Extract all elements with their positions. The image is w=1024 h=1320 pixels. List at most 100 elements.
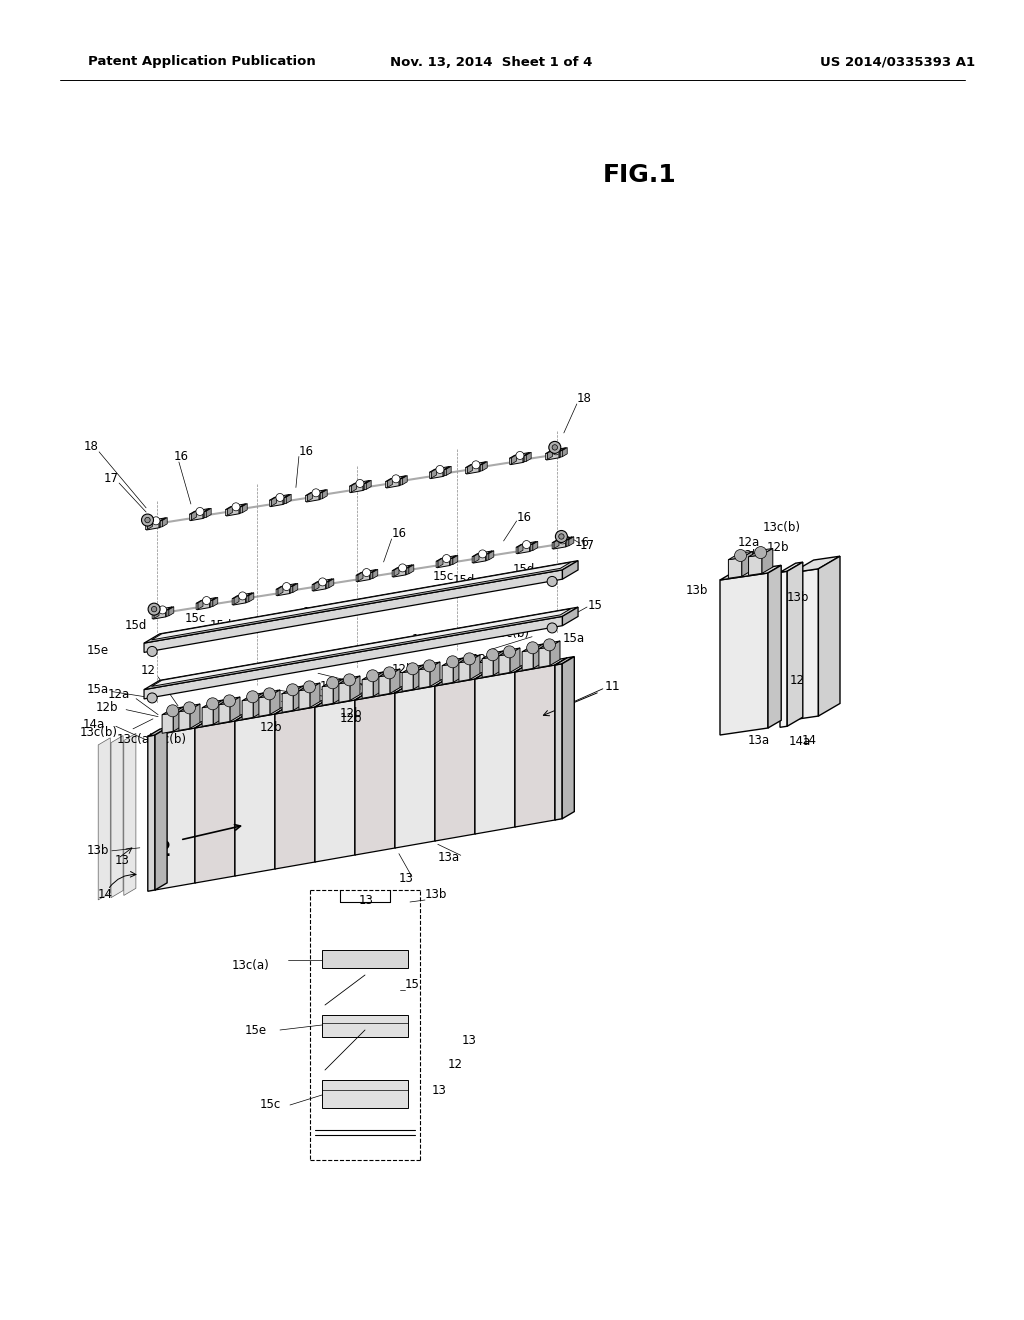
Polygon shape: [196, 601, 203, 603]
Polygon shape: [362, 672, 383, 680]
Text: 13c(b): 13c(b): [762, 521, 800, 535]
Circle shape: [486, 649, 499, 661]
Polygon shape: [552, 543, 554, 549]
Polygon shape: [470, 655, 480, 680]
Circle shape: [312, 488, 319, 496]
Circle shape: [356, 479, 364, 487]
Polygon shape: [357, 569, 376, 576]
Polygon shape: [230, 697, 240, 722]
Polygon shape: [144, 570, 562, 652]
Text: 13: 13: [399, 873, 414, 886]
Polygon shape: [459, 661, 470, 681]
Polygon shape: [211, 601, 213, 607]
Polygon shape: [243, 504, 247, 512]
Polygon shape: [474, 553, 479, 562]
Polygon shape: [554, 540, 559, 548]
Polygon shape: [349, 486, 351, 492]
Polygon shape: [451, 558, 453, 565]
Polygon shape: [275, 700, 327, 714]
Polygon shape: [270, 495, 290, 500]
Text: 13a: 13a: [438, 851, 460, 863]
Text: 13: 13: [462, 1034, 477, 1047]
Text: 13: 13: [358, 894, 374, 907]
Polygon shape: [443, 466, 450, 477]
Circle shape: [424, 660, 435, 672]
Polygon shape: [197, 602, 210, 610]
Polygon shape: [562, 561, 579, 579]
Polygon shape: [190, 512, 203, 520]
Polygon shape: [560, 450, 562, 457]
Polygon shape: [431, 469, 436, 478]
Polygon shape: [153, 612, 154, 619]
Polygon shape: [219, 702, 230, 723]
Polygon shape: [569, 537, 573, 546]
Text: 17: 17: [104, 471, 119, 484]
Polygon shape: [355, 686, 408, 700]
Polygon shape: [362, 677, 374, 698]
Polygon shape: [234, 714, 247, 876]
Polygon shape: [532, 541, 538, 550]
Polygon shape: [190, 508, 210, 515]
Polygon shape: [189, 511, 197, 515]
Polygon shape: [393, 569, 406, 577]
Polygon shape: [270, 498, 284, 507]
Polygon shape: [539, 642, 560, 648]
Polygon shape: [145, 523, 147, 529]
Polygon shape: [395, 686, 408, 847]
Polygon shape: [270, 690, 280, 714]
Polygon shape: [567, 537, 573, 540]
Circle shape: [239, 591, 247, 599]
Polygon shape: [741, 552, 753, 577]
Polygon shape: [560, 447, 567, 451]
Circle shape: [522, 541, 530, 549]
Polygon shape: [472, 553, 479, 557]
Circle shape: [263, 688, 275, 700]
Text: 15e: 15e: [87, 644, 110, 657]
Circle shape: [558, 536, 566, 544]
Circle shape: [275, 494, 284, 502]
Polygon shape: [202, 700, 223, 708]
Text: 13c(b): 13c(b): [280, 692, 318, 705]
Polygon shape: [553, 541, 566, 549]
Polygon shape: [314, 581, 319, 590]
Circle shape: [152, 606, 157, 612]
Text: 12b: 12b: [340, 708, 362, 721]
Polygon shape: [349, 483, 356, 486]
Circle shape: [464, 653, 475, 665]
Text: 13b: 13b: [425, 888, 447, 902]
Polygon shape: [161, 520, 162, 527]
Text: 15c: 15c: [260, 1098, 282, 1111]
Polygon shape: [720, 565, 781, 579]
Polygon shape: [749, 548, 773, 557]
Polygon shape: [225, 507, 232, 510]
Polygon shape: [379, 669, 400, 677]
Polygon shape: [562, 607, 579, 626]
Circle shape: [504, 645, 515, 657]
Polygon shape: [323, 678, 343, 686]
Circle shape: [318, 578, 327, 586]
Text: 12: 12: [449, 1059, 463, 1072]
Polygon shape: [355, 693, 395, 855]
Text: 15c: 15c: [433, 570, 454, 583]
Text: 2: 2: [155, 840, 170, 861]
Polygon shape: [552, 540, 559, 543]
Polygon shape: [392, 570, 394, 577]
Polygon shape: [351, 483, 356, 492]
Polygon shape: [145, 520, 153, 524]
Polygon shape: [400, 475, 408, 479]
Text: 13b: 13b: [686, 585, 709, 598]
Polygon shape: [241, 504, 247, 507]
Text: 16: 16: [174, 450, 188, 463]
Polygon shape: [453, 556, 458, 565]
Polygon shape: [269, 496, 276, 500]
Text: Patent Application Publication: Patent Application Publication: [88, 55, 315, 69]
Polygon shape: [327, 582, 329, 589]
Polygon shape: [435, 678, 447, 841]
Polygon shape: [522, 649, 534, 671]
Circle shape: [247, 690, 259, 702]
Text: 15e: 15e: [291, 611, 313, 624]
Text: 13: 13: [432, 1084, 446, 1097]
Polygon shape: [510, 455, 516, 458]
Polygon shape: [454, 657, 463, 682]
Polygon shape: [179, 710, 190, 730]
